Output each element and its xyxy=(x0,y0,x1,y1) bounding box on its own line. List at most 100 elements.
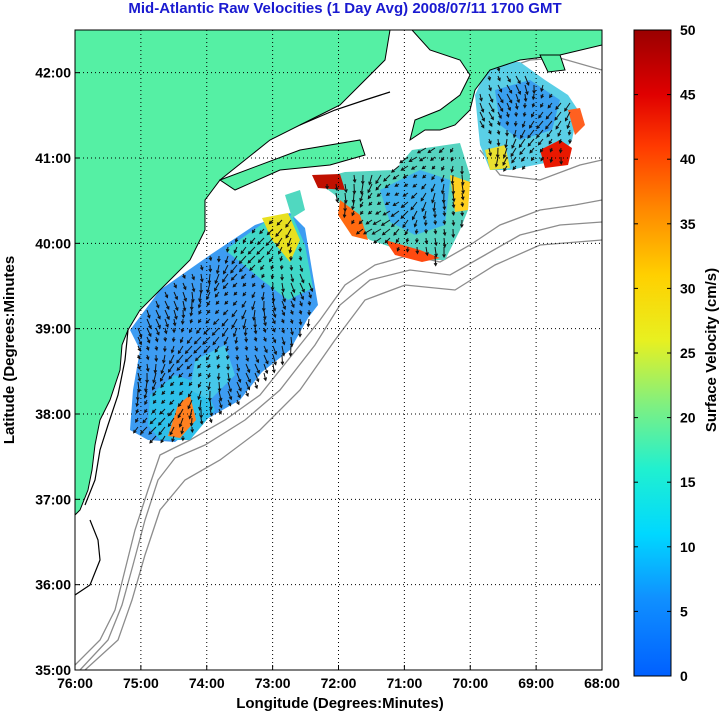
velocity-arrow xyxy=(214,282,220,292)
velocity-arrow xyxy=(190,426,195,434)
velocity-arrow xyxy=(515,84,521,95)
velocity-arrow xyxy=(160,435,166,444)
colorbar-tick-label: 45 xyxy=(680,87,696,103)
velocity-arrow xyxy=(393,228,400,236)
velocity-arrow xyxy=(137,363,141,371)
velocity-arrow xyxy=(207,381,211,391)
velocity-arrow xyxy=(506,93,513,104)
velocity-arrow xyxy=(206,300,211,307)
velocity-arrow xyxy=(272,300,277,312)
velocity-arrow xyxy=(187,390,193,398)
velocity-arrow xyxy=(278,246,283,255)
velocity-arrow xyxy=(415,246,420,255)
velocity-arrow xyxy=(558,138,563,145)
velocity-arrow xyxy=(217,381,222,393)
velocity-arrow xyxy=(169,399,175,406)
velocity-arrow xyxy=(212,336,220,346)
velocity-arrow xyxy=(514,111,518,118)
velocity-arrow xyxy=(252,282,256,288)
velocity-arrow xyxy=(376,192,382,197)
velocity-arrow xyxy=(197,300,202,309)
velocity-arrow xyxy=(540,93,545,99)
velocity-arrow xyxy=(160,363,166,375)
velocity-arrow xyxy=(442,228,447,237)
velocity-arrow xyxy=(216,363,221,370)
velocity-arrow xyxy=(359,183,364,195)
velocity-arrow xyxy=(281,345,286,357)
velocity-arrow xyxy=(358,219,364,225)
x-tick-label: 69:00 xyxy=(518,675,554,691)
velocity-arrow xyxy=(149,435,157,444)
velocity-arrow xyxy=(442,237,447,248)
velocity-arrow xyxy=(225,345,229,353)
velocity-arrow xyxy=(504,138,508,149)
velocity-arrow xyxy=(521,120,526,128)
velocity-arrow xyxy=(236,399,240,406)
velocity-arrow xyxy=(173,291,179,301)
velocity-arrow xyxy=(532,84,536,95)
y-tick-label: 41:00 xyxy=(35,150,71,166)
velocity-arrow xyxy=(163,345,167,353)
velocity-arrow xyxy=(182,273,186,279)
velocity-arrow xyxy=(479,102,485,113)
velocity-arrow xyxy=(245,363,251,374)
velocity-arrow xyxy=(515,93,520,104)
velocity-arrow xyxy=(179,390,184,396)
velocity-arrow xyxy=(188,372,193,377)
velocity-arrow xyxy=(290,291,296,302)
velocity-arrow xyxy=(272,354,277,366)
velocity-arrow xyxy=(450,165,455,173)
velocity-arrow xyxy=(299,291,304,301)
velocity-arrow xyxy=(189,300,194,311)
colorbar-tick-label: 40 xyxy=(680,151,696,167)
velocity-arrow xyxy=(527,129,535,139)
velocity-arrow xyxy=(182,300,187,312)
velocity-arrow xyxy=(384,201,391,206)
velocity-arrow xyxy=(205,354,211,361)
velocity-arrow xyxy=(334,183,339,192)
velocity-arrow xyxy=(231,318,238,329)
velocity-arrow xyxy=(434,246,438,258)
velocity-arrow xyxy=(160,381,166,389)
velocity-arrow xyxy=(218,408,222,415)
depth-contour xyxy=(84,239,602,670)
velocity-arrow xyxy=(460,210,465,217)
velocity-arrow xyxy=(240,246,247,255)
velocity-arrow xyxy=(412,183,418,188)
velocity-arrow xyxy=(173,309,178,320)
y-tick-label: 35:00 xyxy=(35,662,71,678)
velocity-arrow xyxy=(381,228,391,236)
velocity-arrow xyxy=(511,138,517,149)
x-tick-label: 68:00 xyxy=(584,675,620,691)
velocity-arrow xyxy=(494,156,499,168)
velocity-arrow xyxy=(172,318,177,327)
velocity-arrow xyxy=(359,210,364,216)
velocity-arrow xyxy=(188,381,193,387)
velocity-arrow xyxy=(169,354,175,365)
velocity-arrow xyxy=(154,336,159,343)
colorbar xyxy=(633,29,672,677)
velocity-arrow xyxy=(144,408,148,414)
velocity-arrow xyxy=(522,111,527,118)
velocity-arrow xyxy=(180,318,185,325)
velocity-arrow xyxy=(503,165,508,172)
velocity-arrow xyxy=(135,399,140,408)
velocity-arrow xyxy=(299,264,304,273)
velocity-arrow xyxy=(531,93,536,101)
velocity-arrow xyxy=(181,309,186,319)
velocity-arrow xyxy=(502,156,508,166)
velocity-arrow xyxy=(263,318,267,327)
velocity-arrow xyxy=(431,192,436,204)
velocity-arrow xyxy=(254,363,260,374)
colorbar-tick-label: 10 xyxy=(680,539,696,555)
velocity-arrow xyxy=(442,210,447,217)
velocity-arrow xyxy=(236,390,241,399)
velocity-arrow xyxy=(213,318,220,326)
velocity-arrow xyxy=(230,273,238,281)
velocity-arrow xyxy=(431,174,436,181)
velocity-arrow xyxy=(194,354,202,362)
velocity-arrow xyxy=(191,282,196,293)
velocity-arrow xyxy=(170,345,175,354)
velocity-arrow xyxy=(451,219,456,227)
velocity-arrow xyxy=(203,345,211,354)
